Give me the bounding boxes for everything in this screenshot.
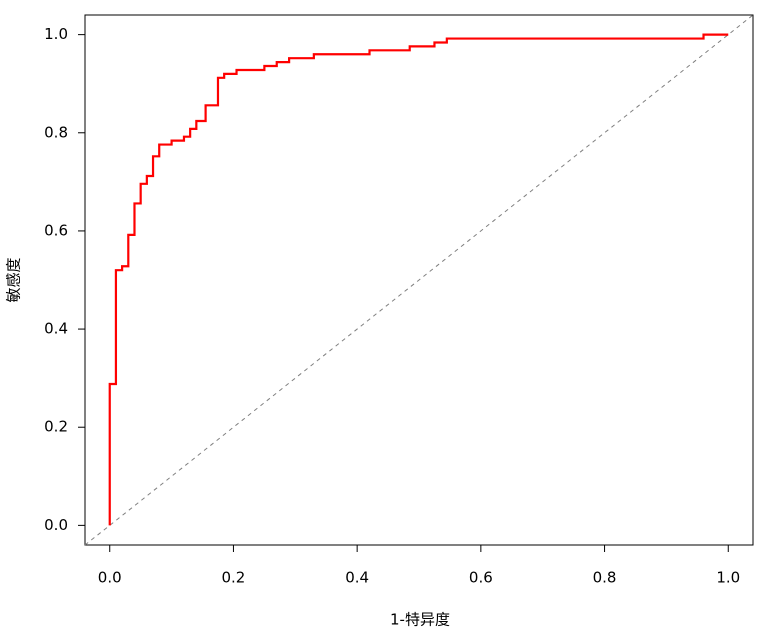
y-tick-label: 0.0 (44, 516, 68, 534)
y-tick-label: 1.0 (44, 25, 68, 43)
x-tick-label: 0.2 (222, 569, 246, 587)
y-tick-label: 0.6 (44, 221, 68, 239)
y-tick-label: 0.8 (44, 123, 68, 141)
y-tick-label: 0.4 (44, 320, 68, 338)
y-axis-label: 敏感度 (5, 257, 23, 302)
x-tick-label: 0.6 (469, 569, 493, 587)
x-axis-label: 1-特异度 (390, 611, 450, 629)
x-tick-label: 0.4 (345, 569, 369, 587)
x-tick-label: 0.0 (98, 569, 122, 587)
x-tick-label: 1.0 (716, 569, 740, 587)
roc-curve (108, 33, 729, 526)
y-tick-label: 0.2 (44, 418, 68, 436)
reference-line (84, 14, 754, 546)
x-tick-label: 0.8 (593, 569, 617, 587)
